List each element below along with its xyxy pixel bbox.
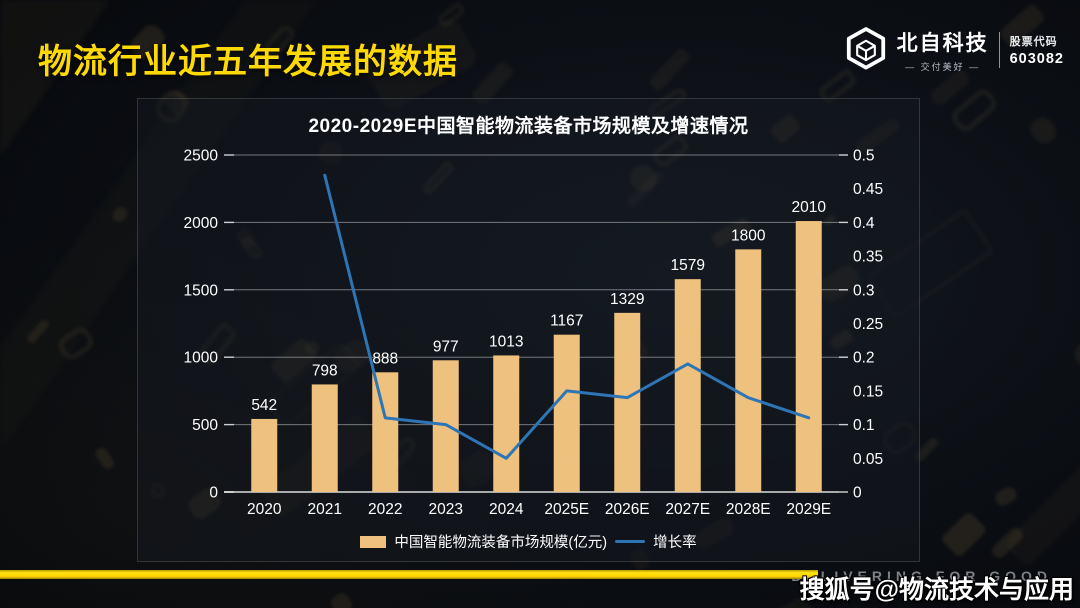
stock-code-label: 股票代码: [1009, 36, 1058, 48]
growth-rate-line: [323, 173, 811, 460]
left-axis-label: 1500: [184, 282, 219, 299]
x-axis-label: 2023: [429, 501, 463, 518]
x-axis-label: 2026E: [605, 501, 650, 518]
left-axis-label: 500: [192, 417, 218, 434]
circuit-pad-decoration: [109, 204, 130, 225]
bar-2029E: [795, 221, 822, 492]
right-axis-label: 0: [853, 485, 862, 502]
right-axis-label: 0.45: [853, 181, 883, 198]
bar-value-label: 1329: [610, 291, 644, 308]
circuit-pad-decoration: [54, 323, 97, 363]
bar-value-label: 1800: [731, 227, 766, 244]
brand-name: 北自科技: [896, 32, 989, 55]
bar-2026E: [614, 312, 641, 492]
right-axis-label: 0.1: [853, 417, 875, 434]
bar-value-label: 1167: [550, 313, 583, 330]
stock-code-value: 603082: [1009, 51, 1064, 67]
footer-slogan: DELIVERING FOR GOOD: [791, 568, 1052, 584]
bar-2021: [311, 384, 338, 492]
x-axis-label: 2021: [308, 501, 342, 518]
right-axis-label: 0.25: [853, 316, 883, 333]
left-axis-label: 2000: [184, 215, 219, 232]
circuit-pad-decoration: [648, 47, 693, 93]
right-axis-label: 0.2: [853, 350, 875, 367]
bar-value-label: 2010: [792, 199, 827, 216]
bar-value-label: 1579: [671, 257, 705, 274]
circuit-pad-decoration: [939, 511, 988, 559]
stock-info: 股票代码 603082: [1010, 33, 1064, 67]
cube-logo-icon: [846, 27, 885, 70]
circuit-pad-decoration: [1026, 113, 1062, 149]
bar-2028E: [735, 249, 762, 492]
brand-text: 北自科技 — 交付美好 —: [897, 27, 989, 73]
chart-panel: 2020-2029E中国智能物流装备市场规模及增速情况 0 500 1000 1500…: [137, 98, 920, 562]
market-scale-growth-chart: 0 500 1000 1500 2000 2500 0 0.05 0.1 0.15 0.2 0.25 0…: [184, 148, 884, 519]
right-axis-label: 0.15: [853, 383, 883, 400]
bar-2020: [251, 418, 278, 492]
x-axis-label: 2029E: [786, 501, 831, 518]
x-axis-label: 2022: [368, 501, 402, 518]
right-axis-label: 0.5: [853, 148, 875, 165]
right-axis-label: 0.4: [853, 215, 875, 232]
left-axis-label: 0: [209, 485, 218, 502]
circuit-pad-decoration: [1003, 445, 1080, 568]
brand-block: 北自科技 — 交付美好 — 股票代码 603082: [845, 26, 1064, 74]
page-title: 物流行业近五年发展的数据: [38, 43, 458, 81]
legend-bar-label: 中国智能物流装备市场规模(亿元): [394, 535, 608, 551]
legend-bar-swatch: [360, 535, 387, 548]
bar-2022: [372, 372, 399, 492]
bar-value-label: 542: [251, 397, 277, 414]
circuit-pad-decoration: [988, 525, 1026, 562]
right-axis-label: 0.3: [853, 282, 875, 299]
legend-line-label: 增长率: [653, 535, 697, 551]
bar-value-label: 977: [433, 338, 459, 355]
right-axis-label: 0.35: [853, 249, 883, 266]
chart-legend: 中国智能物流装备市场规模(亿元) 增长率: [138, 531, 919, 552]
left-axis-label: 1000: [184, 350, 219, 367]
x-axis-label: 2020: [247, 501, 282, 518]
brand-tagline: — 交付美好 —: [905, 62, 981, 72]
left-axis-label: 2500: [184, 148, 219, 165]
bar-value-label: 888: [372, 350, 398, 367]
watermark: 搜狐号@物流技术与应用: [799, 576, 1074, 604]
circuit-pad-decoration: [948, 86, 1001, 136]
x-axis-label: 2025E: [544, 501, 589, 518]
bar-2024: [493, 355, 520, 492]
legend-line-swatch: [615, 540, 646, 543]
brand-divider: [998, 32, 1000, 68]
right-axis-label: 0.05: [853, 451, 883, 468]
chart-title: 2020-2029E中国智能物流装备市场规模及增速情况: [308, 116, 749, 137]
circuit-pad-decoration: [1070, 336, 1080, 372]
bar-value-label: 1013: [489, 333, 523, 350]
circuit-pad-decoration: [992, 484, 1019, 509]
x-axis-label: 2024: [489, 501, 524, 518]
bar-2025E: [553, 334, 580, 492]
circuit-pad-decoration: [435, 0, 468, 29]
x-axis-label: 2027E: [665, 501, 710, 518]
x-axis-label: 2028E: [726, 501, 771, 518]
bar-value-label: 798: [312, 362, 338, 379]
bar-2027E: [674, 279, 701, 492]
bottom-yellow-bar: [0, 570, 818, 579]
circuit-pad-decoration: [328, 590, 355, 608]
circuit-pad-decoration: [93, 446, 116, 472]
circuit-pad-decoration: [25, 317, 51, 345]
